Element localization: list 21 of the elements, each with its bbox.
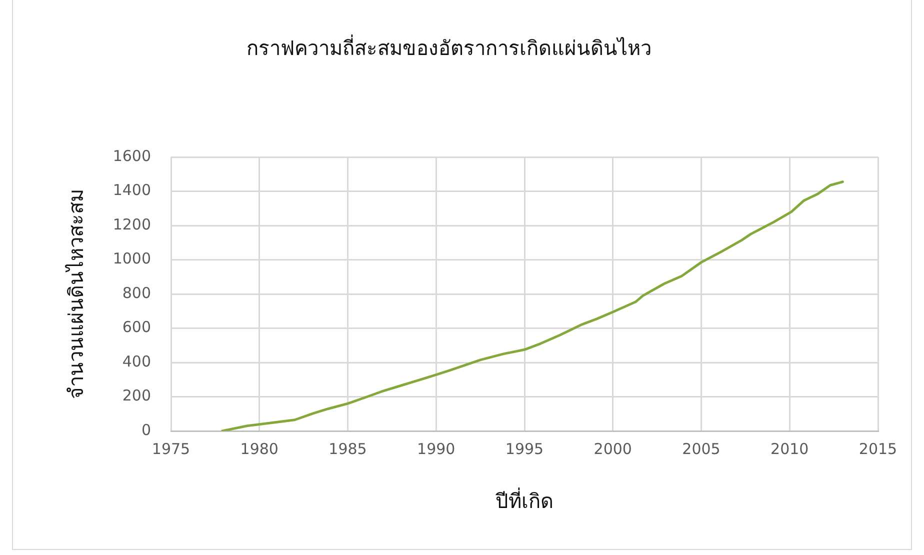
x-tick-label: 1975 — [152, 440, 190, 458]
x-tick-label: 1995 — [505, 440, 544, 458]
y-tick-label: 0 — [141, 420, 151, 439]
y-axis-title: จำนวนแผ่นดินไหวสะสม — [64, 189, 88, 399]
y-tick-label: 1600 — [112, 146, 151, 165]
y-tick-label: 1400 — [112, 181, 151, 200]
x-axis-title: ปีที่เกิด — [496, 487, 554, 514]
x-tick-label: 1980 — [240, 440, 278, 458]
x-tick-label: 2010 — [770, 440, 809, 458]
y-tick-label: 600 — [122, 318, 151, 336]
x-tick-label: 2005 — [682, 440, 720, 458]
y-tick-label: 1000 — [112, 250, 151, 268]
y-tick-label: 200 — [122, 386, 151, 405]
x-tick-label: 2000 — [594, 440, 632, 458]
y-tick-label: 800 — [122, 284, 151, 302]
x-tick-label: 1985 — [328, 440, 367, 458]
y-tick-label: 400 — [122, 352, 151, 370]
x-tick-label: 1990 — [417, 440, 456, 458]
chart-title: กราฟความถี่สะสมของอัตราการเกิดแผ่นดินไหว — [246, 34, 652, 60]
y-tick-label: 1200 — [112, 215, 151, 234]
x-tick-label: 2015 — [858, 440, 898, 458]
